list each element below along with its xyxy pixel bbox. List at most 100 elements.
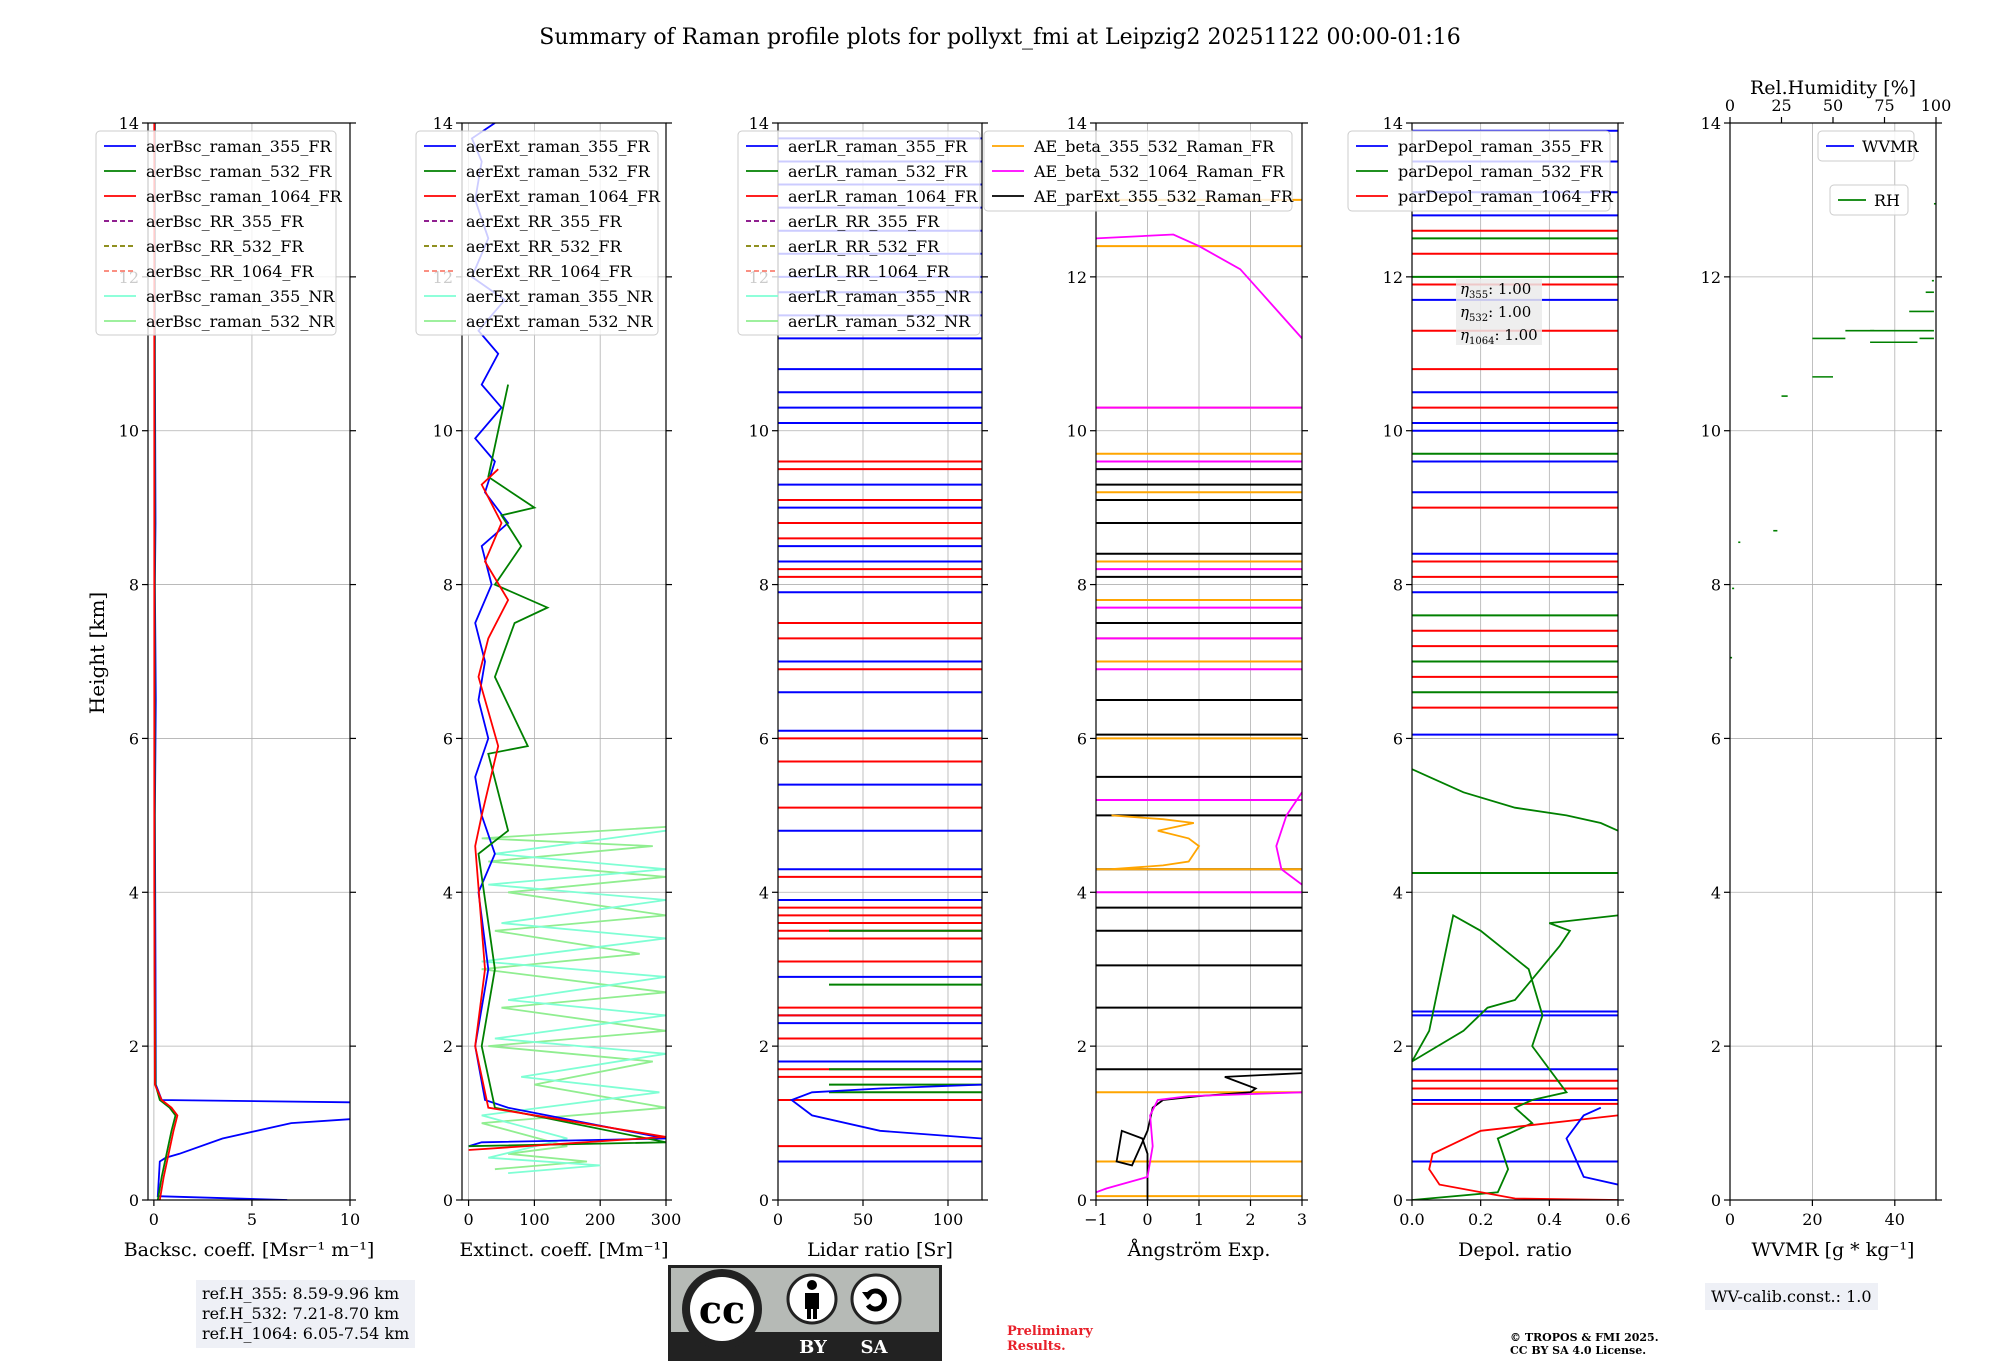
top-x-tick-label: 100 <box>1921 96 1952 115</box>
x-tick-label: 200 <box>585 1210 616 1229</box>
legend-label: aerBsc_raman_355_FR <box>146 137 332 156</box>
legend-label: aerExt_raman_532_FR <box>466 162 651 181</box>
legend-label: aerLR_RR_1064_FR <box>788 262 950 281</box>
series-AE_beta_355_532_Raman_FR <box>1111 814 1201 871</box>
x-tick-label: 100 <box>933 1210 964 1229</box>
y-tick-label: 14 <box>1383 114 1403 133</box>
series-aerBsc_raman_1064_FR <box>153 123 179 1200</box>
y-tick-label: 2 <box>1393 1037 1403 1056</box>
legend-label: AE_beta_532_1064_Raman_FR <box>1033 162 1285 181</box>
y-tick-label: 6 <box>759 729 769 748</box>
series-AE_beta_532_1064_Raman_FR_upper <box>1275 791 1302 886</box>
plot-area <box>1730 202 1936 659</box>
y-tick-label: 8 <box>1393 576 1403 595</box>
ref-height-355: ref.H_355: 8.59-9.96 km <box>202 1284 400 1303</box>
y-tick-label: 14 <box>119 114 139 133</box>
eta-label: η355: 1.00 <box>1460 280 1531 301</box>
eta-box <box>1456 279 1542 345</box>
ref-height-532: ref.H_532: 7.21-8.70 km <box>202 1304 400 1323</box>
legend-label: AE_beta_355_532_Raman_FR <box>1033 137 1275 156</box>
y-tick-label: 12 <box>1383 268 1403 287</box>
x-tick-label: 0 <box>1142 1210 1152 1229</box>
axes-frame <box>461 122 667 1201</box>
x-tick-label: 0 <box>463 1210 473 1229</box>
license-sa-text: SA <box>861 1337 889 1358</box>
legend-label: parDepol_raman_1064_FR <box>1398 187 1614 206</box>
eta-label: η1064: 1.00 <box>1460 326 1538 347</box>
x-tick-label: 0 <box>1725 1210 1735 1229</box>
legend-label: aerLR_raman_532_FR <box>788 162 968 181</box>
legend-box <box>983 130 1293 212</box>
plot-area <box>1096 198 1302 1200</box>
copyright-note: © TROPOS & FMI 2025. CC BY SA 4.0 Licens… <box>1510 1331 1659 1357</box>
legend-label: aerExt_raman_355_NR <box>466 287 654 306</box>
y-tick-label: 4 <box>759 883 769 902</box>
axes-frame <box>1411 122 1619 1201</box>
x-tick-label: 0.4 <box>1537 1210 1562 1229</box>
legend-label: aerExt_RR_1064_FR <box>466 262 633 281</box>
legend-box <box>95 130 337 336</box>
y-tick-label: 10 <box>119 422 139 441</box>
legend-label: parDepol_raman_532_FR <box>1398 162 1604 181</box>
y-tick-label: 8 <box>1077 576 1087 595</box>
y-tick-label: 0 <box>443 1191 453 1210</box>
y-tick-label: 4 <box>1711 883 1721 902</box>
y-tick-label: 14 <box>1067 114 1087 133</box>
legend-label: aerLR_raman_355_NR <box>788 287 971 306</box>
legend-label: WVMR <box>1862 137 1919 156</box>
y-tick-label: 0 <box>1711 1191 1721 1210</box>
legend-label: aerBsc_RR_355_FR <box>146 212 304 231</box>
y-tick-label: 14 <box>1701 114 1721 133</box>
y-tick-label: 12 <box>1701 268 1721 287</box>
legend-label: aerLR_RR_355_FR <box>788 212 940 231</box>
wv-calib-box: WV-calib.const.: 1.0 <box>1705 1283 1878 1310</box>
legend-label: aerBsc_raman_532_FR <box>146 162 332 181</box>
series-aerExt_raman_1064_FR <box>468 468 666 1151</box>
y-tick-label: 8 <box>443 576 453 595</box>
y-tick-label: 6 <box>443 729 453 748</box>
x-tick-label: 0 <box>773 1210 783 1229</box>
legend: aerLR_raman_355_FR aerLR_raman_532_FR aerL… <box>737 130 981 336</box>
top-x-tick-label: 25 <box>1771 96 1791 115</box>
ref-height-1064: ref.H_1064: 6.05-7.54 km <box>202 1324 410 1343</box>
y-tick-label: 8 <box>129 576 139 595</box>
y-tick-label: 4 <box>1077 883 1087 902</box>
legend-label: aerExt_raman_1064_FR <box>466 187 661 206</box>
y-tick-label: 0 <box>129 1191 139 1210</box>
x-tick-label: 1 <box>1194 1210 1204 1229</box>
x-tick-label: 5 <box>247 1210 257 1229</box>
series-parDepol_raman_532_FR <box>1412 914 1618 1200</box>
legend-label: aerLR_raman_532_NR <box>788 312 971 331</box>
legend-label: AE_parExt_355_532_Raman_FR <box>1033 187 1294 206</box>
x-axis-label: Backsc. coeff. [Msr⁻¹ m⁻¹] <box>124 1239 375 1261</box>
y-axis-label: Height [km] <box>85 592 109 714</box>
y-tick-label: 10 <box>1067 422 1087 441</box>
y-tick-label: 8 <box>759 576 769 595</box>
legend-label: aerExt_raman_355_FR <box>466 137 651 156</box>
legend-label: aerExt_RR_532_FR <box>466 237 623 256</box>
series-AE_beta_532_1064_Raman_FR_top <box>1096 233 1302 339</box>
copyright-line-2: CC BY SA 4.0 License. <box>1510 1344 1647 1357</box>
series-aerLR_raman_355_FR <box>789 1083 982 1140</box>
x-tick-label: 3 <box>1297 1210 1307 1229</box>
copyright-line-1: © TROPOS & FMI 2025. <box>1510 1331 1659 1344</box>
axes-frame <box>147 122 351 1201</box>
series-aerExt_raman_532_NR <box>481 826 666 1171</box>
legend-box <box>415 130 659 336</box>
x-tick-label: −1 <box>1084 1210 1108 1229</box>
x-axis-label: Extinct. coeff. [Mm⁻¹] <box>459 1239 668 1261</box>
cc-by-sa-logo: cc BY SA <box>668 1265 942 1361</box>
series-parDepol_raman_355_FR <box>1565 1106 1618 1186</box>
legend: WVMR RH <box>1817 130 1919 216</box>
legend-label: aerLR_raman_1064_FR <box>788 187 978 206</box>
x-tick-label: 300 <box>651 1210 682 1229</box>
legend-label: aerLR_raman_355_FR <box>788 137 968 156</box>
x-tick-label: 50 <box>853 1210 873 1229</box>
figure-title: Summary of Raman profile plots for polly… <box>539 25 1460 50</box>
y-tick-label: 10 <box>1383 422 1403 441</box>
y-tick-label: 10 <box>433 422 453 441</box>
series-aerExt_raman_355_NR <box>481 829 666 1174</box>
